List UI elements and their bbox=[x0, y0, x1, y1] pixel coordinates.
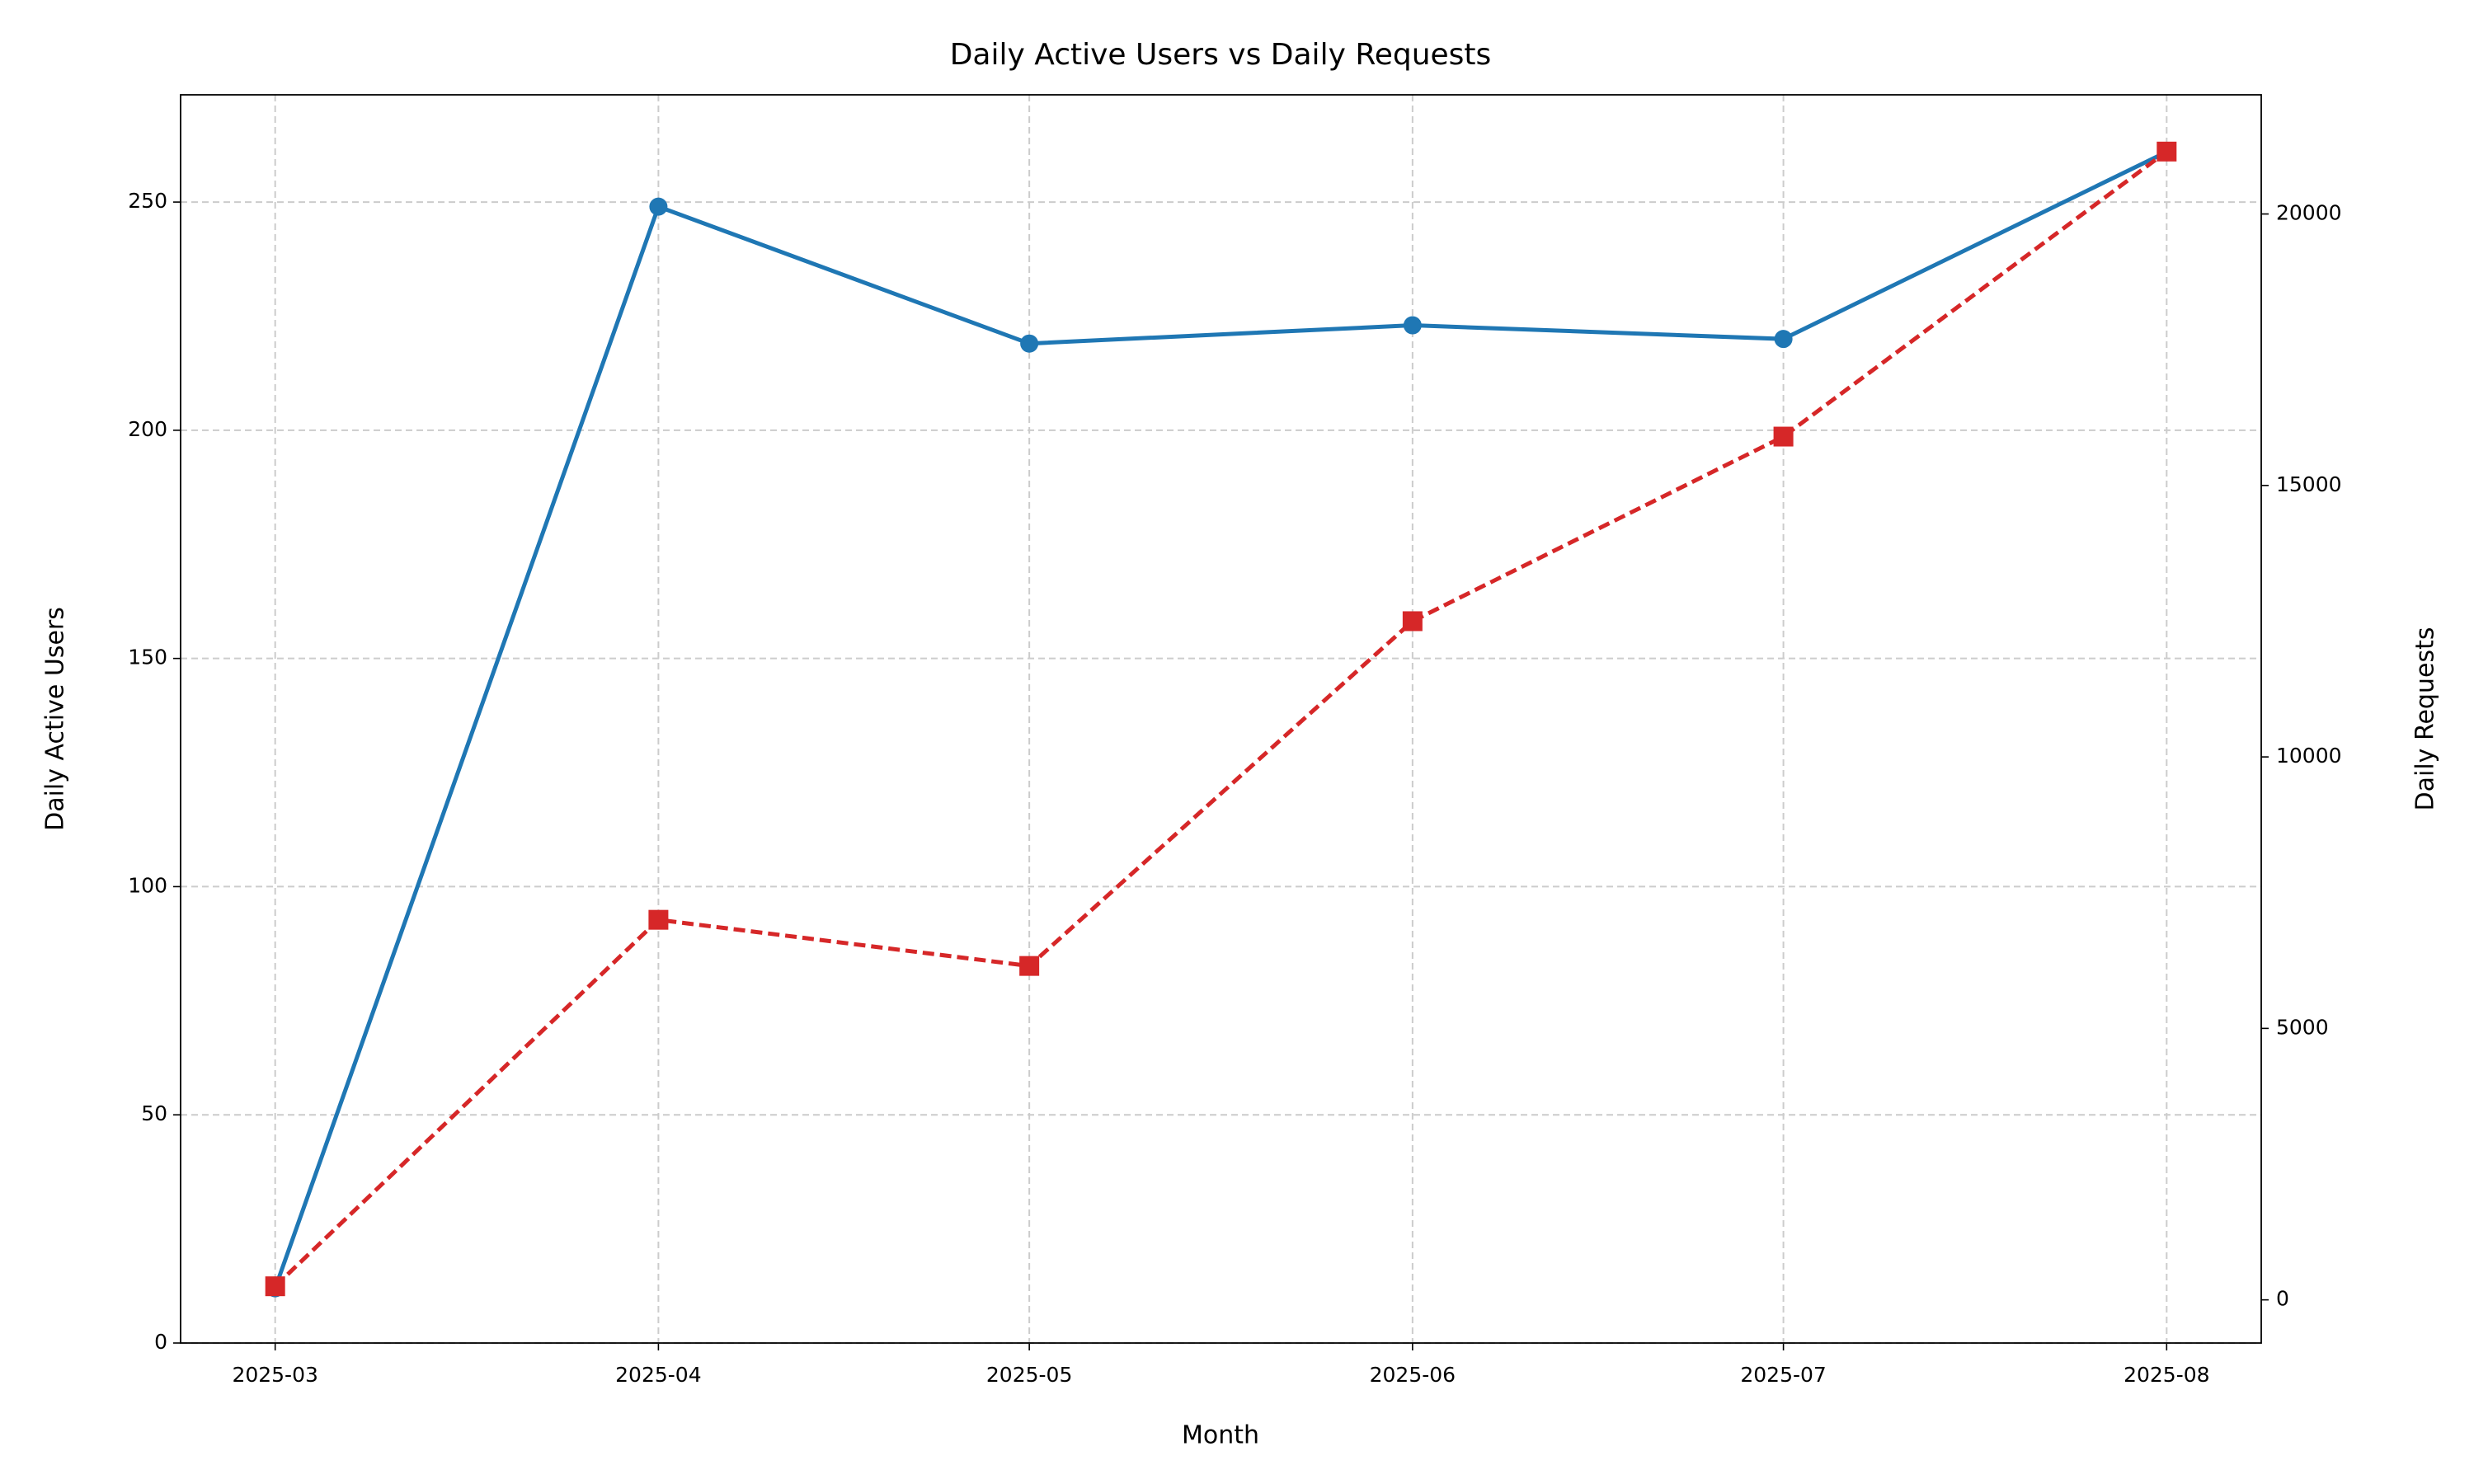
marker bbox=[649, 197, 668, 216]
y2-tick-label: 5000 bbox=[2276, 1015, 2329, 1039]
x-tick-label: 2025-05 bbox=[986, 1363, 1072, 1387]
y2-tick-label: 10000 bbox=[2276, 744, 2342, 768]
y-tick-label: 50 bbox=[141, 1101, 167, 1125]
y-tick-label: 0 bbox=[154, 1330, 167, 1354]
series-line bbox=[273, 149, 2168, 1289]
x-axis-label: Month bbox=[1182, 1421, 1259, 1450]
plot-frame bbox=[180, 94, 2262, 1344]
marker bbox=[1773, 426, 1794, 447]
x-tick-label: 2025-08 bbox=[2124, 1363, 2209, 1387]
x-tick-label: 2025-07 bbox=[1740, 1363, 1826, 1387]
y2-tick-label: 0 bbox=[2276, 1287, 2289, 1311]
y-tick-label: 100 bbox=[128, 873, 167, 897]
x-tick-label: 2025-04 bbox=[615, 1363, 701, 1387]
marker bbox=[648, 909, 669, 930]
marker bbox=[1402, 611, 1423, 632]
y-tick-label: 150 bbox=[128, 646, 167, 669]
y-tick-label: 200 bbox=[128, 417, 167, 441]
marker bbox=[2157, 141, 2177, 162]
marker bbox=[1020, 334, 1039, 353]
y2-axis-label: Daily Requests bbox=[2411, 627, 2440, 811]
y2-tick-label: 15000 bbox=[2276, 472, 2342, 496]
y-axis-label: Daily Active Users bbox=[41, 607, 70, 831]
marker bbox=[1403, 316, 1422, 335]
chart-title: Daily Active Users vs Daily Requests bbox=[950, 38, 1492, 72]
y2-tick-label: 20000 bbox=[2276, 201, 2342, 225]
marker bbox=[265, 1276, 285, 1297]
marker bbox=[1019, 956, 1040, 976]
y-tick-label: 250 bbox=[128, 189, 167, 213]
x-tick-label: 2025-06 bbox=[1370, 1363, 1456, 1387]
marker bbox=[1774, 330, 1793, 349]
x-tick-label: 2025-03 bbox=[232, 1363, 317, 1387]
series-line bbox=[273, 149, 2168, 1288]
